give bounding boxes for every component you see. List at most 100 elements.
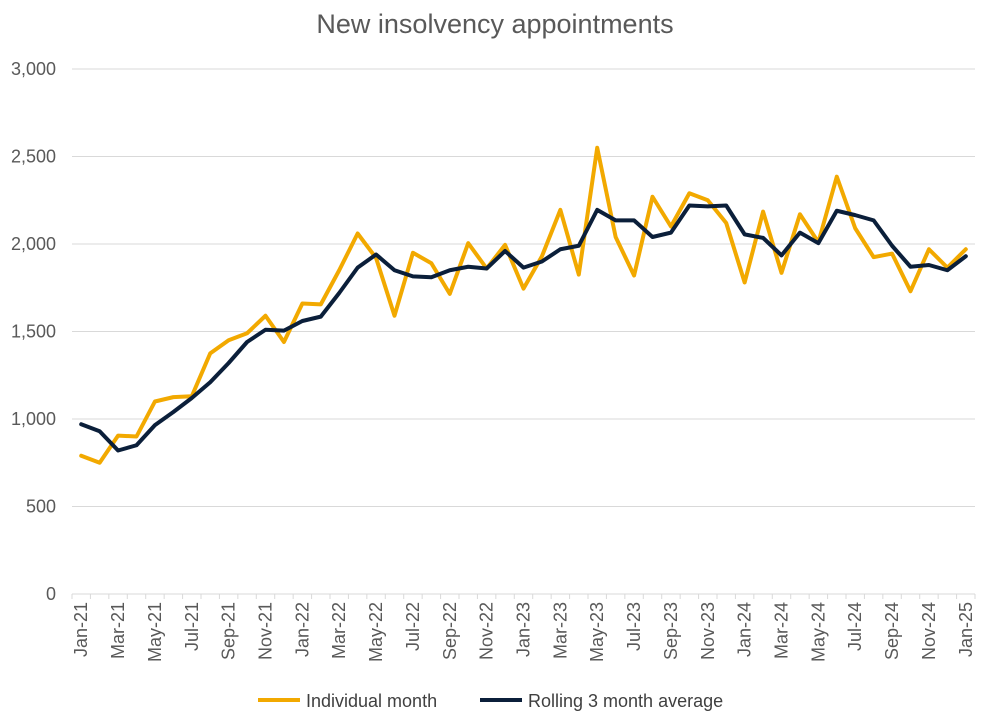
data-point [466,265,470,269]
data-point [521,266,526,270]
data-point [798,231,802,235]
data-point [79,454,83,458]
data-point [669,231,673,235]
legend-item: Rolling 3 month average [480,691,723,711]
x-tick-label: Sep-22 [440,602,460,660]
x-tick-label: Jan-21 [71,602,91,657]
x-tick-label: Mar-24 [772,602,792,659]
x-tick-label: Jan-23 [514,602,534,657]
data-point [485,266,489,271]
data-point [392,314,397,318]
data-point [263,328,268,332]
data-point [687,203,691,208]
data-point [761,210,765,214]
data-point [964,254,968,258]
series-individual-month [79,145,968,465]
data-point [134,434,139,439]
series-rolling-average [79,203,968,453]
x-tick-label: Jul-22 [403,602,423,651]
data-point [927,247,931,251]
data-point [558,247,562,251]
y-tick-label: 3,000 [11,59,56,79]
data-point [614,235,618,239]
data-point [300,301,304,306]
data-point [337,268,341,272]
y-tick-label: 1,500 [11,322,56,342]
data-point [908,265,913,269]
data-point [724,221,728,225]
data-point [540,254,544,258]
data-point [190,396,194,400]
data-point [356,231,360,236]
data-point [687,191,691,195]
x-tick-label: May-21 [145,602,165,662]
x-tick-label: May-24 [808,602,828,662]
data-point [945,268,949,272]
data-point [411,251,415,255]
data-point [816,241,820,245]
legend-label: Individual month [306,691,437,711]
data-point [853,226,857,230]
y-tick-label: 2,500 [11,147,56,167]
data-point [872,255,876,259]
data-point [300,319,304,323]
data-point [577,244,581,248]
x-tick-label: Mar-21 [108,602,128,659]
data-point [79,422,83,426]
x-tick-label: Sep-24 [882,602,902,660]
x-tick-label: Jan-22 [292,602,312,657]
data-point [171,410,175,414]
data-point [835,209,839,213]
data-point [595,146,599,150]
data-point [669,224,673,229]
x-tick-label: Nov-21 [256,602,276,660]
series-line [79,145,968,465]
data-point [779,271,784,275]
x-tick-label: Mar-23 [550,602,570,659]
data-point [245,340,249,344]
data-point [448,268,452,272]
x-tick-label: Nov-24 [919,602,939,660]
x-tick-label: May-23 [587,602,607,662]
data-point [116,434,120,438]
y-tick-label: 500 [26,497,56,517]
x-axis: Jan-21 Mar-21 May-21 Jul-21 Sep-21 Nov-21 Jan-… [71,593,976,662]
data-point [743,280,747,285]
data-point [227,361,231,365]
data-point [466,241,470,245]
series-line [79,203,968,453]
data-point [503,249,507,253]
data-point [245,331,249,335]
x-tick-label: Nov-23 [698,602,718,660]
data-point [577,273,581,277]
data-point [779,253,784,257]
data-point [337,291,341,295]
data-point [356,266,360,270]
data-point [153,399,157,404]
y-tick-label: 0 [46,584,56,604]
data-point [872,218,876,222]
data-point [208,351,212,355]
data-point [706,204,710,208]
data-point [263,314,268,318]
data-point [429,275,433,279]
y-tick-label: 2,000 [11,234,56,254]
data-point [853,213,857,217]
data-point [98,429,102,433]
data-point [743,232,747,236]
data-point [153,423,157,427]
data-point [890,252,894,256]
x-tick-label: Jul-23 [624,602,644,651]
data-point [540,259,544,264]
data-point [282,340,286,344]
data-point [521,287,526,291]
legend-item: Individual month [258,691,437,711]
data-point [171,395,175,399]
data-point [227,338,231,342]
data-point [116,448,120,453]
data-point [98,461,102,465]
gridlines [72,68,975,507]
data-point [724,203,728,208]
data-point [835,175,839,179]
